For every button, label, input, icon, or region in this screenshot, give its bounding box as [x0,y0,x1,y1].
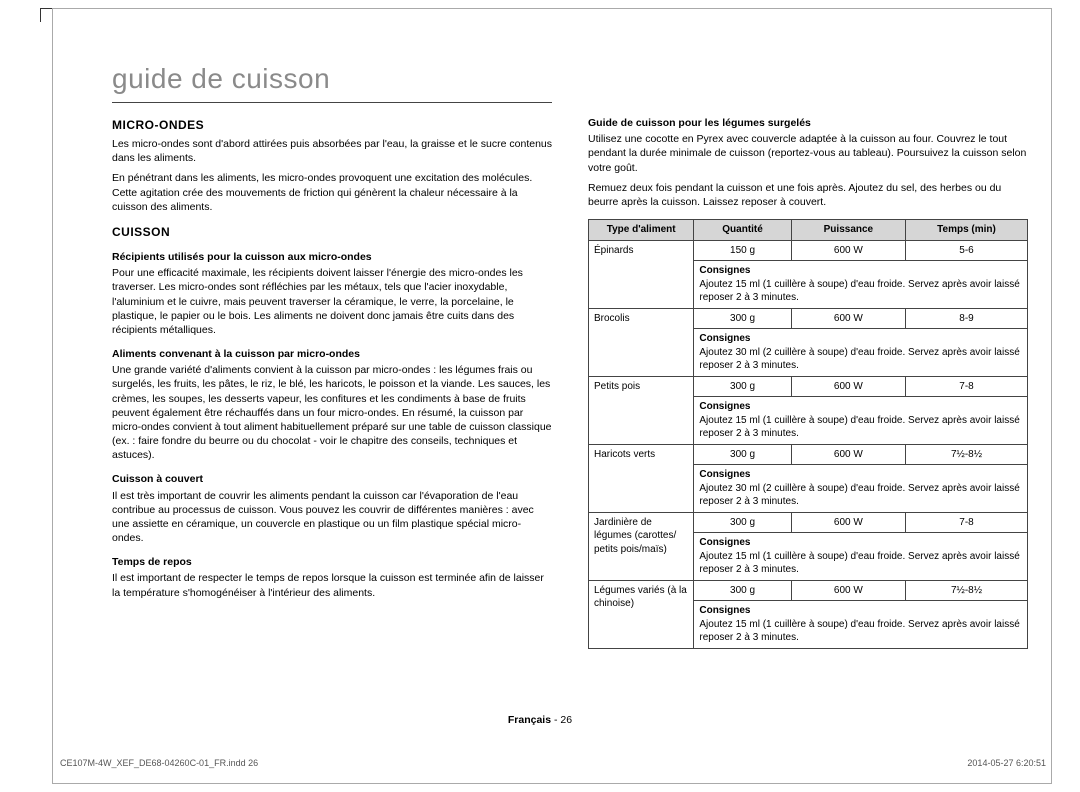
cell-time: 7½-8½ [906,444,1028,465]
consignes-label: Consignes [699,537,750,548]
cell-time: 8-9 [906,308,1028,329]
para-repos: Il est important de respecter le temps d… [112,571,552,599]
cell-power: 600 W [791,308,905,329]
left-column: guide de cuisson MICRO-ONDES Les micro-o… [112,60,552,742]
consignes-label: Consignes [699,401,750,412]
consignes-label: Consignes [699,265,750,276]
consignes-text: Ajoutez 15 ml (1 cuillère à soupe) d'eau… [699,619,1019,644]
page-footer: Français - 26 [0,714,1080,726]
para-couvert: Il est très important de couvrir les ali… [112,489,552,546]
cell-power: 600 W [791,580,905,601]
cell-time: 7½-8½ [906,580,1028,601]
th-quantite: Quantité [694,220,791,241]
table-row: Brocolis300 g600 W8-9 [589,308,1028,329]
para-guide-2: Remuez deux fois pendant la cuisson et u… [588,181,1028,209]
cell-qty: 300 g [694,376,791,397]
page-title: guide de cuisson [112,60,552,103]
cell-food: Légumes variés (à la chinoise) [589,580,694,648]
heading-micro-ondes: MICRO-ONDES [112,117,552,133]
table-row: Jardinière de légumes (carottes/ petits … [589,512,1028,533]
cell-time: 7-8 [906,512,1028,533]
cell-food: Épinards [589,240,694,308]
table-row: Haricots verts300 g600 W7½-8½ [589,444,1028,465]
content-area: guide de cuisson MICRO-ONDES Les micro-o… [112,60,1028,742]
cell-consignes: Consignes Ajoutez 15 ml (1 cuillère à sou… [694,601,1028,649]
cell-power: 600 W [791,240,905,261]
para-aliments: Une grande variété d'aliments convient à… [112,363,552,462]
para-micro-2: En pénétrant dans les aliments, les micr… [112,171,552,214]
para-recipients: Pour une efficacité maximale, les récipi… [112,266,552,337]
cell-consignes: Consignes Ajoutez 15 ml (1 cuillère à sou… [694,397,1028,445]
right-column: Guide de cuisson pour les légumes surgel… [588,60,1028,742]
footer-filename: CE107M-4W_XEF_DE68-04260C-01_FR.indd 26 [60,758,258,768]
footer-lang: Français [508,714,551,726]
table-header-row: Type d'aliment Quantité Puissance Temps … [589,220,1028,241]
heading-aliments: Aliments convenant à la cuisson par micr… [112,347,552,361]
cooking-table: Type d'aliment Quantité Puissance Temps … [588,219,1028,649]
cell-food: Brocolis [589,308,694,376]
cell-consignes: Consignes Ajoutez 15 ml (1 cuillère à sou… [694,261,1028,309]
heading-guide-legumes: Guide de cuisson pour les légumes surgel… [588,116,1028,130]
consignes-text: Ajoutez 30 ml (2 cuillère à soupe) d'eau… [699,483,1019,508]
consignes-text: Ajoutez 15 ml (1 cuillère à soupe) d'eau… [699,551,1019,576]
cell-qty: 300 g [694,580,791,601]
consignes-label: Consignes [699,469,750,480]
heading-recipients: Récipients utilisés pour la cuisson aux … [112,250,552,264]
consignes-text: Ajoutez 15 ml (1 cuillère à soupe) d'eau… [699,279,1019,304]
consignes-text: Ajoutez 15 ml (1 cuillère à soupe) d'eau… [699,415,1019,440]
consignes-text: Ajoutez 30 ml (2 cuillère à soupe) d'eau… [699,347,1019,372]
table-row: Épinards150 g600 W5-6 [589,240,1028,261]
cell-qty: 300 g [694,308,791,329]
th-type: Type d'aliment [589,220,694,241]
cell-qty: 150 g [694,240,791,261]
cell-time: 7-8 [906,376,1028,397]
cell-power: 600 W [791,444,905,465]
heading-cuisson: CUISSON [112,224,552,240]
heading-couvert: Cuisson à couvert [112,472,552,486]
para-micro-1: Les micro-ondes sont d'abord attirées pu… [112,137,552,165]
consignes-label: Consignes [699,333,750,344]
table-row: Légumes variés (à la chinoise)300 g600 W… [589,580,1028,601]
cell-qty: 300 g [694,512,791,533]
consignes-label: Consignes [699,605,750,616]
cell-power: 600 W [791,512,905,533]
th-temps: Temps (min) [906,220,1028,241]
cell-consignes: Consignes Ajoutez 30 ml (2 cuillère à sou… [694,329,1028,377]
para-guide-1: Utilisez une cocotte en Pyrex avec couve… [588,132,1028,175]
footer-page-num: 26 [560,714,572,726]
cell-food: Petits pois [589,376,694,444]
footer-timestamp: 2014-05-27 6:20:51 [967,758,1046,768]
table-row: Petits pois300 g600 W7-8 [589,376,1028,397]
heading-repos: Temps de repos [112,555,552,569]
th-puissance: Puissance [791,220,905,241]
cell-power: 600 W [791,376,905,397]
cell-consignes: Consignes Ajoutez 15 ml (1 cuillère à sou… [694,533,1028,581]
cell-time: 5-6 [906,240,1028,261]
cell-food: Jardinière de légumes (carottes/ petits … [589,512,694,580]
cell-qty: 300 g [694,444,791,465]
cell-food: Haricots verts [589,444,694,512]
cell-consignes: Consignes Ajoutez 30 ml (2 cuillère à sou… [694,465,1028,513]
